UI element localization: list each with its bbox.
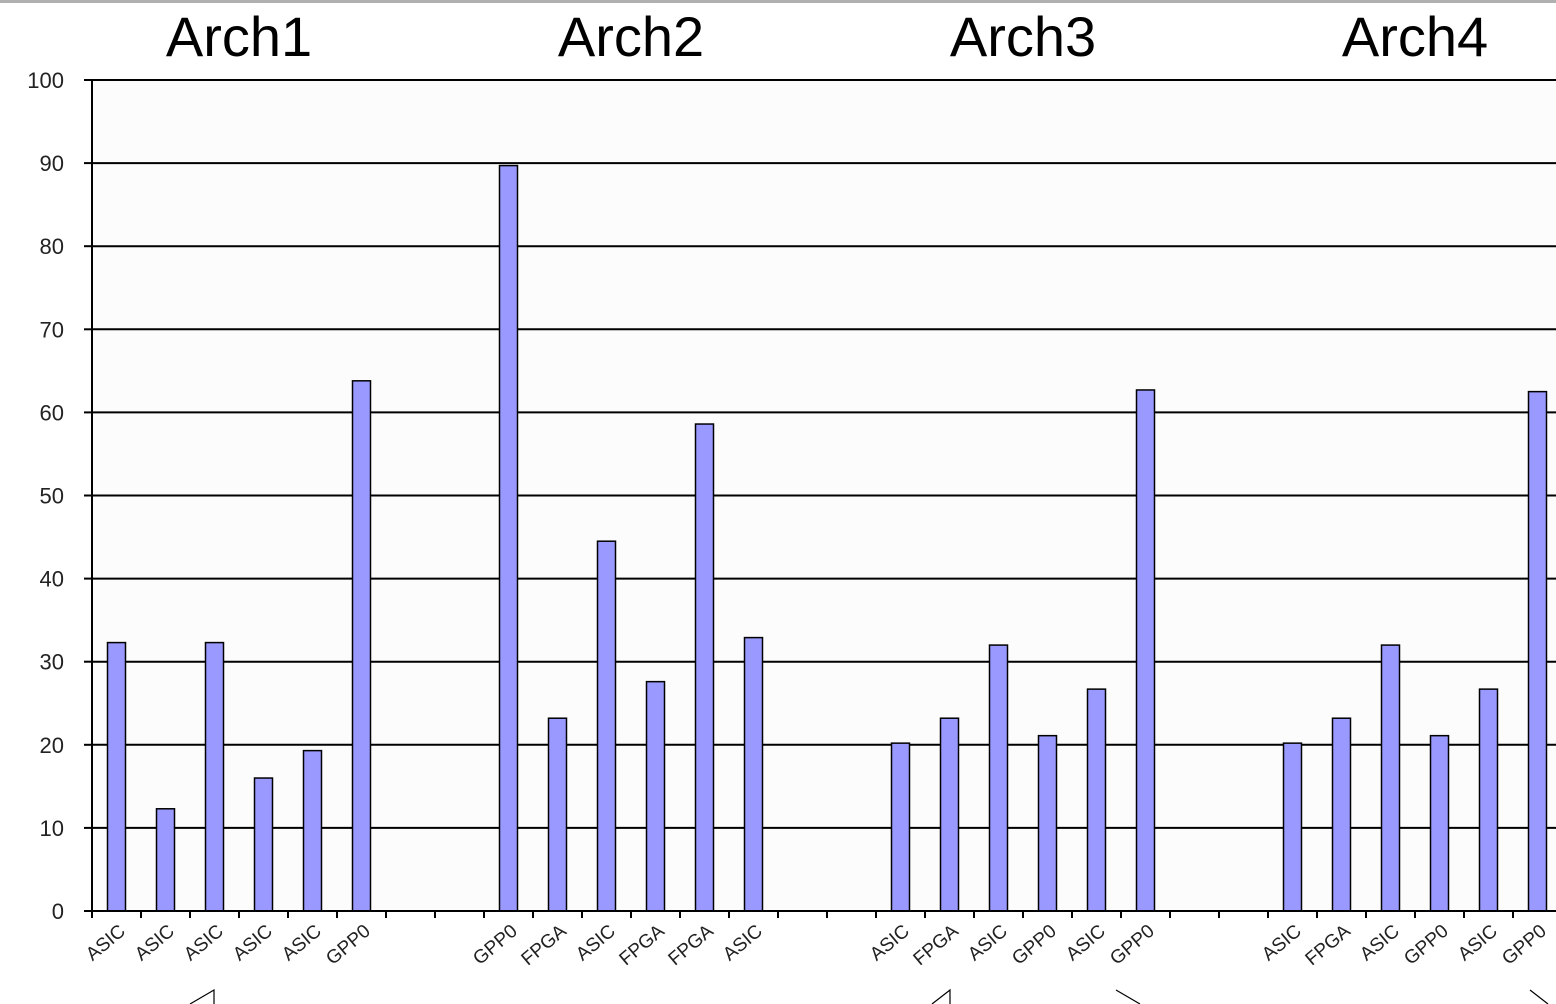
y-tick-label: 10: [40, 816, 64, 841]
bar: [1135, 389, 1156, 912]
x-tick-label: GPP0: [1008, 921, 1060, 970]
x-tick-label: ASIC: [719, 921, 766, 966]
arrow-fragment: [1529, 989, 1549, 1004]
y-tick-label: 70: [40, 317, 64, 342]
bar: [1086, 688, 1107, 912]
bar: [988, 644, 1009, 912]
y-tick-label: 40: [40, 567, 64, 592]
bar: [1527, 390, 1548, 912]
x-tick-label: ASIC: [82, 921, 129, 966]
bar: [155, 808, 176, 912]
y-tick-label: 20: [40, 733, 64, 758]
bar: [351, 380, 372, 912]
bar: [694, 423, 715, 912]
x-tick-label: ASIC: [1356, 921, 1403, 966]
x-tick-label: GPP0: [1498, 921, 1550, 970]
bar: [1429, 734, 1450, 912]
bar: [204, 641, 225, 912]
y-tick-label: 90: [40, 151, 64, 176]
bar: [939, 717, 960, 912]
x-tick-label: ASIC: [278, 921, 325, 966]
x-tick-label: FPGA: [665, 921, 718, 971]
bar: [547, 717, 568, 912]
x-tick-label: GPP0: [322, 921, 374, 970]
y-tick-label: 0: [52, 899, 64, 924]
y-tick-label: 50: [40, 484, 64, 509]
x-tick-label: GPP0: [469, 921, 521, 970]
arrow-fragment: [1115, 989, 1141, 1004]
y-tick-label: 80: [40, 234, 64, 259]
bar: [302, 749, 323, 912]
x-tick-label: ASIC: [866, 921, 913, 966]
bar: [1331, 717, 1352, 912]
bar: [1380, 644, 1401, 912]
decorations: [189, 988, 1549, 1004]
x-tick-label: GPP0: [1106, 921, 1158, 970]
x-tick-label: ASIC: [1454, 921, 1501, 966]
x-tick-label: ASIC: [572, 921, 619, 966]
x-tick-label: GPP0: [1400, 921, 1452, 970]
arrow-fragment: [931, 988, 951, 1004]
bar: [596, 540, 617, 912]
x-tick-label: FPGA: [616, 921, 669, 971]
y-tick-label: 60: [40, 400, 64, 425]
bar: [106, 641, 127, 912]
group-label: Arch4: [1342, 5, 1488, 68]
group-label: Arch3: [950, 5, 1096, 68]
bar: [743, 636, 764, 912]
bar: [645, 680, 666, 912]
x-tick-label: ASIC: [964, 921, 1011, 966]
y-tick-label: 30: [40, 650, 64, 675]
x-tick-label: FPGA: [1302, 921, 1355, 971]
bar: [890, 742, 911, 912]
arrow-fragment: [189, 988, 215, 1004]
x-tick-label: ASIC: [229, 921, 276, 966]
x-tick-label: ASIC: [131, 921, 178, 966]
bar: [1037, 734, 1058, 912]
bar: [498, 164, 519, 912]
group-label: Arch1: [166, 5, 312, 68]
x-tick-label: FPGA: [518, 921, 571, 971]
x-tick-label: ASIC: [180, 921, 227, 966]
x-tick-label: FPGA: [910, 921, 963, 971]
x-tick-label: ASIC: [1062, 921, 1109, 966]
bar: [253, 777, 274, 912]
bar: [1478, 688, 1499, 912]
group-label: Arch2: [558, 5, 704, 68]
x-tick-label: ASIC: [1258, 921, 1305, 966]
y-tick-label: 100: [27, 68, 64, 93]
bar: [1282, 742, 1303, 912]
